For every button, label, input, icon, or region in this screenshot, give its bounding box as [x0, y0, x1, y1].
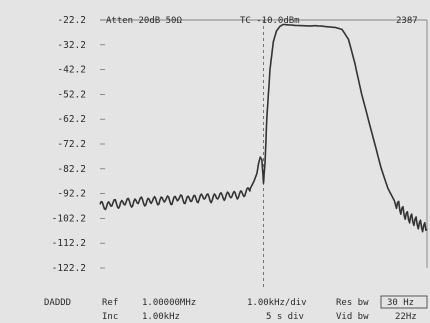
y-tick-label: -122.2 — [52, 263, 86, 274]
tc-level-label: TC -10.0dBm — [240, 16, 300, 26]
res-bw-value: 30 Hz — [387, 298, 414, 308]
vid-bw-label: Vid bw — [336, 312, 369, 322]
y-tick-label: -42.2 — [57, 65, 86, 76]
vid-bw-value: 22Hz — [395, 312, 417, 322]
y-tick-label: -62.2 — [57, 114, 86, 125]
y-tick-label: -22.2 — [57, 15, 86, 26]
ref-label: Ref — [102, 298, 118, 308]
y-tick-label: -32.2 — [57, 40, 86, 51]
y-tick-label: -102.2 — [52, 213, 86, 224]
ref-value: 1.00000MHz — [142, 298, 196, 308]
res-bw-box — [380, 295, 428, 309]
y-tick-label: -82.2 — [57, 164, 86, 175]
y-tick-label: -72.2 — [57, 139, 86, 150]
time-per-div: 5 s div — [266, 312, 304, 322]
res-bw-label: Res bw — [336, 298, 369, 308]
spectrum-trace — [99, 23, 428, 233]
y-axis-ticks: -22.2 -32.2 -42.2 -52.2 -62.2 -72.2 -82.2 -92.2… — [52, 15, 86, 274]
inc-label: Inc — [102, 312, 118, 322]
grid-marks — [100, 19, 105, 269]
y-tick-label: -52.2 — [57, 89, 86, 100]
y-tick-label: -92.2 — [57, 189, 86, 200]
inc-value: 1.00kHz — [142, 312, 180, 322]
atten-label: Atten 20dB 50Ω — [106, 16, 182, 26]
horizontal-scale: 1.00kHz/div — [247, 298, 307, 308]
counter-label: 2387 — [396, 16, 418, 26]
mode-label: DADDD — [44, 298, 71, 308]
y-tick-label: -112.2 — [52, 238, 86, 249]
